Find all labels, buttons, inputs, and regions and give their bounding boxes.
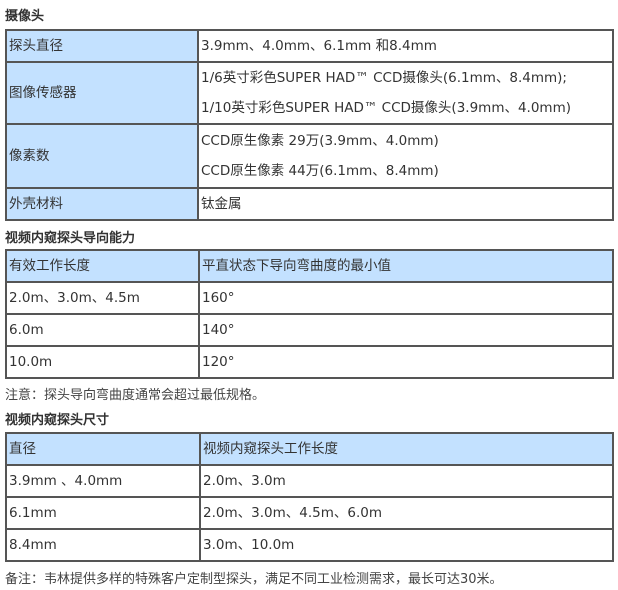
- row-value: 1/6英寸彩色SUPER HAD™ CCD摄像头(6.1mm、8.4mm); 1/…: [197, 61, 614, 125]
- table-row: 10.0m 120°: [5, 345, 614, 379]
- value-line: CCD原生像素 44万(6.1mm、8.4mm): [201, 163, 439, 179]
- camera-table: 探头直径 3.9mm、4.0mm、6.1mm 和8.4mm 图像传感器 1/6英…: [5, 29, 614, 221]
- value-line: 1/6英寸彩色SUPER HAD™ CCD摄像头(6.1mm、8.4mm);: [201, 70, 567, 86]
- row-value: CCD原生像素 29万(3.9mm、4.0mm) CCD原生像素 44万(6.1m…: [197, 123, 614, 189]
- header-cell: 视频内窥探头工作长度: [199, 432, 614, 466]
- dimensions-note: 备注：韦林提供多样的特殊客户定制型探头，满足不同工业检测需求，最长可达30米。: [5, 572, 503, 587]
- row-label: 像素数: [5, 123, 199, 189]
- cell: 8.4mm: [5, 528, 201, 562]
- table-row: 8.4mm 3.0m、10.0m: [5, 528, 614, 562]
- dimensions-table: 直径 视频内窥探头工作长度 3.9mm 、4.0mm 2.0m、3.0m 6.1m…: [5, 432, 614, 562]
- cell: 3.9mm 、4.0mm: [5, 464, 201, 498]
- header-cell: 直径: [5, 432, 201, 466]
- row-value: 3.9mm、4.0mm、6.1mm 和8.4mm: [197, 29, 614, 63]
- header-cell: 有效工作长度: [5, 249, 200, 283]
- cell: 2.0m、3.0m、4.5m: [5, 281, 200, 315]
- dimensions-title: 视频内窥探头尺寸: [5, 413, 110, 428]
- articulation-table: 有效工作长度 平直状态下导向弯曲度的最小值 2.0m、3.0m、4.5m 160°…: [5, 249, 614, 379]
- table-row: 6.0m 140°: [5, 313, 614, 347]
- table-row: 图像传感器 1/6英寸彩色SUPER HAD™ CCD摄像头(6.1mm、8.4…: [5, 61, 614, 125]
- articulation-note: 注意：探头导向弯曲度通常会超过最低规格。: [5, 388, 266, 403]
- table-row: 3.9mm 、4.0mm 2.0m、3.0m: [5, 464, 614, 498]
- cell: 6.1mm: [5, 496, 201, 530]
- cell: 2.0m、3.0m、4.5m、6.0m: [199, 496, 614, 530]
- value-line: 1/10英寸彩色SUPER HAD™ CCD摄像头(3.9mm、4.0mm): [201, 100, 572, 116]
- cell: 10.0m: [5, 345, 200, 379]
- camera-title: 摄像头: [5, 9, 45, 24]
- row-label: 外壳材料: [5, 187, 199, 221]
- cell: 140°: [198, 313, 614, 347]
- header-cell: 平直状态下导向弯曲度的最小值: [198, 249, 614, 283]
- table-row: 探头直径 3.9mm、4.0mm、6.1mm 和8.4mm: [5, 29, 614, 63]
- table-row: 外壳材料 钛金属: [5, 187, 614, 221]
- row-value: 钛金属: [197, 187, 614, 221]
- row-label: 图像传感器: [5, 61, 199, 125]
- header-row: 有效工作长度 平直状态下导向弯曲度的最小值: [5, 249, 614, 283]
- cell: 3.0m、10.0m: [199, 528, 614, 562]
- row-label: 探头直径: [5, 29, 199, 63]
- table-row: 6.1mm 2.0m、3.0m、4.5m、6.0m: [5, 496, 614, 530]
- cell: 160°: [198, 281, 614, 315]
- cell: 120°: [198, 345, 614, 379]
- articulation-title: 视频内窥探头导向能力: [5, 231, 136, 246]
- cell: 6.0m: [5, 313, 200, 347]
- cell: 2.0m、3.0m: [199, 464, 614, 498]
- table-row: 像素数 CCD原生像素 29万(3.9mm、4.0mm) CCD原生像素 44万(…: [5, 123, 614, 189]
- value-line: CCD原生像素 29万(3.9mm、4.0mm): [201, 133, 439, 149]
- table-row: 2.0m、3.0m、4.5m 160°: [5, 281, 614, 315]
- header-row: 直径 视频内窥探头工作长度: [5, 432, 614, 466]
